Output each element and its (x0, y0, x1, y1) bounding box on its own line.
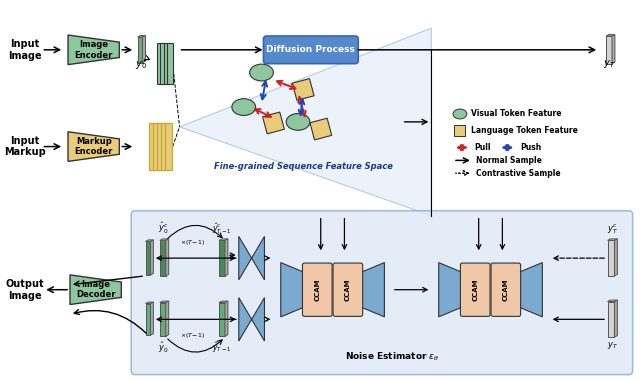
FancyBboxPatch shape (303, 263, 332, 316)
Bar (454, 125, 465, 136)
Bar (150, 123, 156, 170)
Bar (167, 43, 173, 84)
Polygon shape (166, 239, 169, 276)
FancyBboxPatch shape (491, 263, 521, 316)
Text: $y_0$: $y_0$ (135, 59, 147, 71)
Bar (160, 43, 166, 84)
Bar (607, 301, 614, 337)
Polygon shape (68, 132, 119, 162)
FancyBboxPatch shape (131, 211, 633, 375)
Bar (219, 240, 225, 276)
Polygon shape (614, 239, 618, 276)
Text: CCAM: CCAM (314, 279, 320, 301)
Text: CCAM: CCAM (472, 279, 478, 301)
Bar (262, 112, 284, 134)
Text: CCAM: CCAM (503, 279, 509, 301)
Text: $\hat{y}_0^c$: $\hat{y}_0^c$ (157, 221, 168, 236)
Bar (292, 78, 314, 100)
Polygon shape (612, 35, 615, 64)
FancyBboxPatch shape (333, 263, 363, 316)
FancyBboxPatch shape (460, 263, 490, 316)
Polygon shape (166, 301, 169, 336)
Polygon shape (180, 28, 431, 216)
Polygon shape (361, 263, 385, 317)
Bar (160, 240, 166, 276)
Polygon shape (607, 300, 618, 301)
Bar (145, 241, 150, 275)
Text: Markup
Encoder: Markup Encoder (74, 137, 113, 156)
Text: $\times(T\!-\!1)$: $\times(T\!-\!1)$ (180, 238, 205, 247)
Text: Diffusion Process: Diffusion Process (266, 45, 355, 54)
Text: Normal Sample: Normal Sample (476, 156, 541, 165)
Text: $\hat{y}_{T-1}$: $\hat{y}_{T-1}$ (212, 340, 232, 354)
Bar (157, 43, 163, 84)
Ellipse shape (453, 109, 467, 119)
Ellipse shape (286, 114, 310, 130)
Bar (154, 123, 160, 170)
Text: Language Token Feature: Language Token Feature (471, 126, 578, 135)
Bar (145, 304, 150, 335)
Polygon shape (145, 302, 154, 304)
Text: $\hat{y}_0$: $\hat{y}_0$ (157, 340, 168, 355)
Text: Input
Markup: Input Markup (4, 136, 45, 157)
Ellipse shape (250, 64, 273, 81)
Polygon shape (160, 301, 169, 303)
Polygon shape (70, 275, 122, 304)
Polygon shape (145, 240, 154, 241)
Bar (161, 123, 168, 170)
Text: $y_T$: $y_T$ (607, 340, 618, 351)
Text: $y_T^c$: $y_T^c$ (607, 223, 618, 236)
Polygon shape (138, 35, 145, 37)
Polygon shape (239, 298, 264, 341)
Polygon shape (143, 35, 145, 62)
Bar (310, 118, 332, 140)
Text: Image
Decoder: Image Decoder (76, 280, 115, 299)
Text: Pull: Pull (475, 143, 492, 152)
Polygon shape (239, 236, 264, 280)
Polygon shape (518, 263, 542, 317)
FancyBboxPatch shape (264, 36, 358, 64)
Polygon shape (225, 239, 228, 276)
Bar (164, 43, 170, 84)
Bar (138, 37, 143, 62)
Text: Noise Estimator $\epsilon_\theta$: Noise Estimator $\epsilon_\theta$ (344, 350, 439, 363)
Text: $y_T$: $y_T$ (603, 58, 615, 70)
Text: Input
Image: Input Image (8, 39, 42, 61)
Polygon shape (614, 300, 618, 337)
Polygon shape (68, 35, 119, 65)
Bar (157, 123, 164, 170)
Text: $\times(T\!-\!1)$: $\times(T\!-\!1)$ (180, 331, 205, 339)
Polygon shape (281, 263, 305, 317)
Text: CCAM: CCAM (345, 279, 351, 301)
Text: $\hat{y}_{T-1}^c$: $\hat{y}_{T-1}^c$ (212, 221, 232, 236)
Text: Contrastive Sample: Contrastive Sample (476, 169, 561, 178)
Bar (165, 123, 172, 170)
Polygon shape (160, 239, 169, 240)
Text: Image
Encoder: Image Encoder (74, 40, 113, 59)
Bar (219, 303, 225, 336)
Bar (607, 240, 614, 276)
Ellipse shape (232, 99, 255, 115)
Polygon shape (606, 35, 615, 36)
Polygon shape (438, 263, 462, 317)
Polygon shape (150, 240, 154, 275)
Bar (606, 36, 612, 64)
Text: Push: Push (520, 143, 541, 152)
Text: Visual Token Feature: Visual Token Feature (471, 109, 561, 118)
Polygon shape (225, 301, 228, 336)
Polygon shape (607, 239, 618, 240)
Text: Output
Image: Output Image (5, 279, 44, 301)
Polygon shape (150, 302, 154, 335)
Bar (160, 303, 166, 336)
Polygon shape (219, 239, 228, 240)
Polygon shape (219, 301, 228, 303)
Text: Fine-grained Sequence Feature Space: Fine-grained Sequence Feature Space (214, 162, 392, 171)
